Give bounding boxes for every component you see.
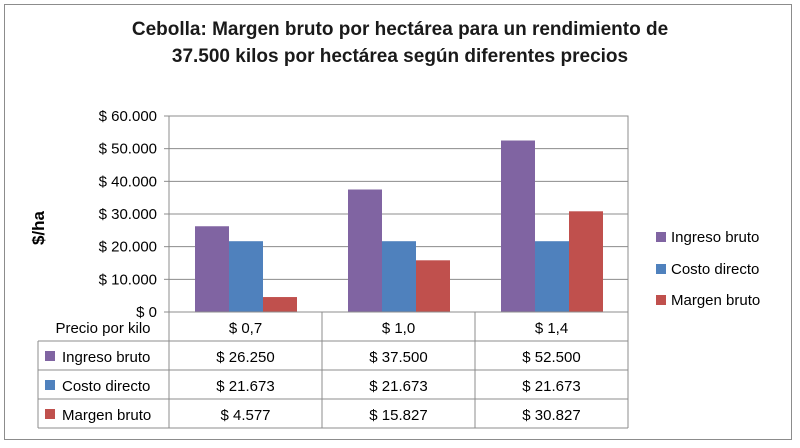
chart-title: Cebolla: Margen bruto por hectárea para … bbox=[0, 16, 800, 70]
table-cell-value: $ 37.500 bbox=[369, 349, 427, 366]
y-tick-label: $ 30.000 bbox=[99, 206, 157, 223]
bar bbox=[535, 241, 569, 312]
y-tick-label: $ 50.000 bbox=[99, 141, 157, 158]
bar bbox=[229, 241, 263, 312]
legend-label: Margen bruto bbox=[671, 292, 760, 309]
y-tick-label: $ 0 bbox=[136, 304, 157, 321]
bar bbox=[416, 260, 450, 312]
y-tick-label: $ 60.000 bbox=[99, 108, 157, 125]
chart-title-line-1: Cebolla: Margen bruto por hectárea para … bbox=[131, 19, 669, 40]
legend-swatch bbox=[656, 295, 666, 305]
bar bbox=[263, 297, 297, 312]
table-cell-value: $ 30.827 bbox=[522, 407, 580, 424]
y-tick-label: $ 20.000 bbox=[99, 239, 157, 256]
chart-title-line-2: 37.500 kilos por hectárea según diferent… bbox=[171, 46, 629, 67]
table-cell-value: $ 21.673 bbox=[216, 378, 274, 395]
bar bbox=[195, 226, 229, 312]
x-tick-label: $ 1,0 bbox=[382, 320, 415, 337]
x-tick-label: $ 1,4 bbox=[535, 320, 568, 337]
x-tick-label: $ 0,7 bbox=[229, 320, 262, 337]
x-axis-label: Precio por kilo bbox=[55, 320, 150, 337]
legend-swatch bbox=[656, 264, 666, 274]
legend-swatch bbox=[656, 232, 666, 242]
bar bbox=[382, 241, 416, 312]
table-series-name: Costo directo bbox=[62, 378, 150, 395]
y-tick-label: $ 10.000 bbox=[99, 271, 157, 288]
y-tick-label: $ 40.000 bbox=[99, 173, 157, 190]
table-series-name: Ingreso bruto bbox=[62, 349, 150, 366]
table-cell-value: $ 15.827 bbox=[369, 407, 427, 424]
legend-label: Costo directo bbox=[671, 261, 759, 278]
table-legend-key bbox=[45, 351, 55, 361]
table-cell-value: $ 52.500 bbox=[522, 349, 580, 366]
table-cell-value: $ 4.577 bbox=[220, 407, 270, 424]
legend-label: Ingreso bruto bbox=[671, 229, 759, 246]
bar bbox=[348, 189, 382, 312]
bar bbox=[501, 140, 535, 312]
table-cell-value: $ 21.673 bbox=[369, 378, 427, 395]
table-legend-key bbox=[45, 409, 55, 419]
table-cell-value: $ 21.673 bbox=[522, 378, 580, 395]
y-axis-label: $/ha bbox=[29, 210, 48, 245]
table-cell-value: $ 26.250 bbox=[216, 349, 274, 366]
table-series-name: Margen bruto bbox=[62, 407, 151, 424]
table-legend-key bbox=[45, 380, 55, 390]
bar bbox=[569, 211, 603, 312]
